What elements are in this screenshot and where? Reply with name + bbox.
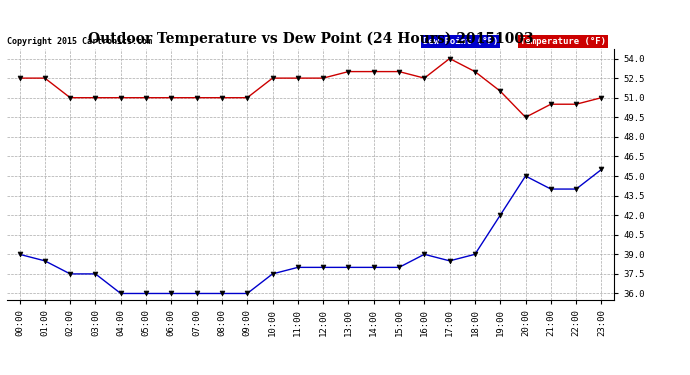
Text: Dew Point (°F): Dew Point (°F) [423,37,498,46]
Title: Outdoor Temperature vs Dew Point (24 Hours) 20151003: Outdoor Temperature vs Dew Point (24 Hou… [88,32,533,46]
Text: Temperature (°F): Temperature (°F) [520,37,606,46]
Text: Copyright 2015 Cartronics.com: Copyright 2015 Cartronics.com [7,37,152,46]
